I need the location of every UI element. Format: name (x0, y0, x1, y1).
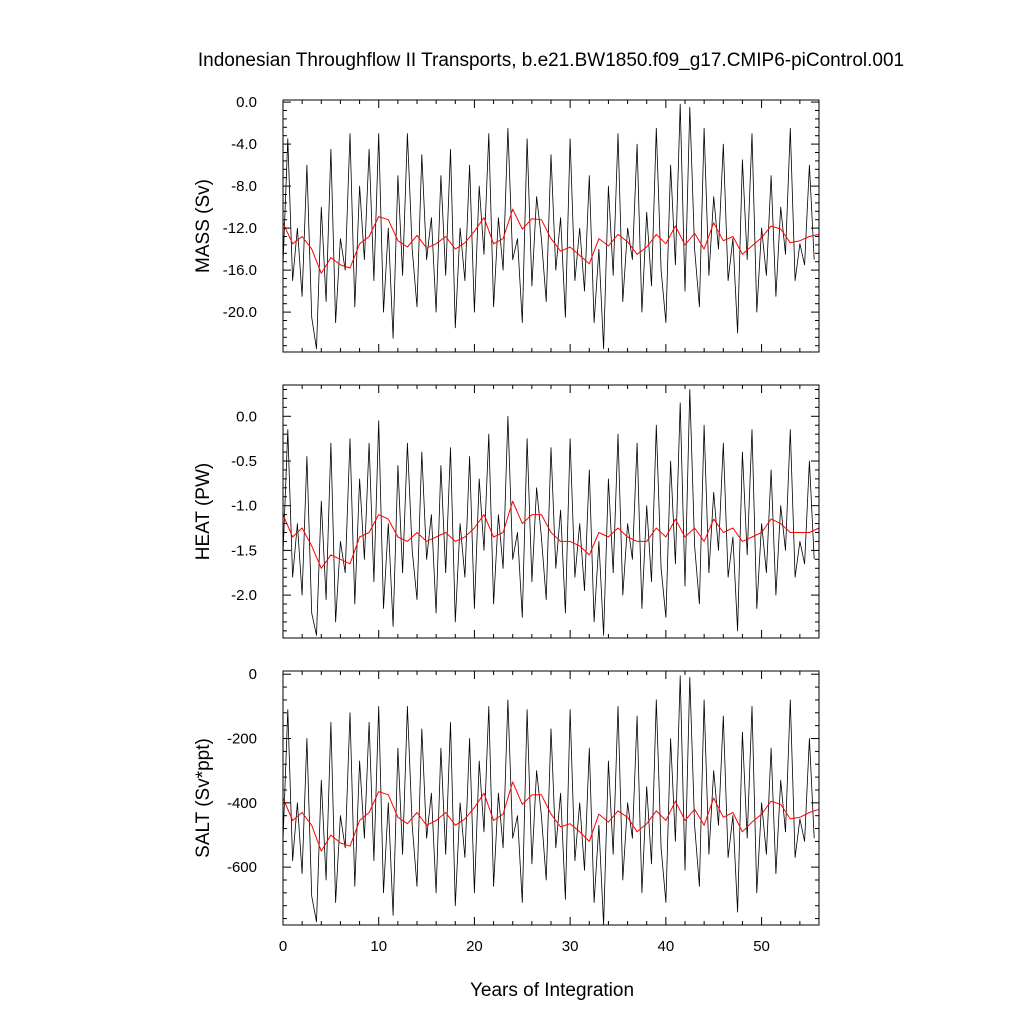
mass-ytick-label: -16.0 (223, 262, 257, 279)
salt-y-axis-label: SALT (Sv*ppt) (193, 738, 214, 858)
salt-ytick-label: -600 (227, 859, 257, 876)
x-tick-label: 40 (658, 938, 675, 955)
heat-y-axis-label: HEAT (PW) (193, 463, 214, 560)
heat-annual-series-line (282, 500, 820, 569)
figure-title: Indonesian Throughflow II Transports, b.… (198, 50, 904, 71)
salt-monthly-series-line (282, 675, 815, 926)
mass-ytick-label: -4.0 (231, 136, 257, 153)
x-tick-label: 30 (562, 938, 579, 955)
mass-monthly-series-line (282, 103, 815, 350)
x-axis-label: Years of Integration (470, 980, 634, 1001)
mass-y-axis-label: MASS (Sv) (193, 179, 214, 273)
x-tick-label: 50 (753, 938, 770, 955)
panel-salt: 0 -200 -400 -600 SALT (Sv*ppt) 0 10 20 30 40 50 Yea… (193, 666, 820, 1001)
x-tick-label: 10 (370, 938, 387, 955)
panel-mass: 0.0 -4.0 -8.0 -12.0 -16.0 -20.0 MASS (Sv) (193, 94, 820, 353)
heat-monthly-series-line (282, 389, 815, 636)
mass-ytick-label: -8.0 (231, 178, 257, 195)
heat-ytick-label: -1.0 (231, 498, 257, 515)
heat-ytick-label: -0.5 (231, 453, 257, 470)
x-tick-label: 20 (466, 938, 483, 955)
mass-ytick-label: -20.0 (223, 304, 257, 321)
salt-ytick-label: -400 (227, 795, 257, 812)
mass-annual-series-line (282, 208, 820, 274)
salt-annual-series-line (282, 781, 820, 852)
panels: 0.0 -4.0 -8.0 -12.0 -16.0 -20.0 MASS (Sv) 0.0 -0… (193, 94, 820, 1001)
mass-ytick-label: -12.0 (223, 220, 257, 237)
heat-ytick-label: -2.0 (231, 587, 257, 604)
salt-ytick-label: 0 (249, 666, 257, 683)
heat-ytick-label: 0.0 (236, 408, 257, 425)
salt-ytick-label: -200 (227, 731, 257, 748)
x-tick-label: 0 (279, 938, 287, 955)
panel-heat: 0.0 -0.5 -1.0 -1.5 -2.0 HEAT (PW) (193, 384, 820, 639)
mass-ytick-label: 0.0 (236, 94, 257, 111)
heat-ytick-label: -1.5 (231, 542, 257, 559)
